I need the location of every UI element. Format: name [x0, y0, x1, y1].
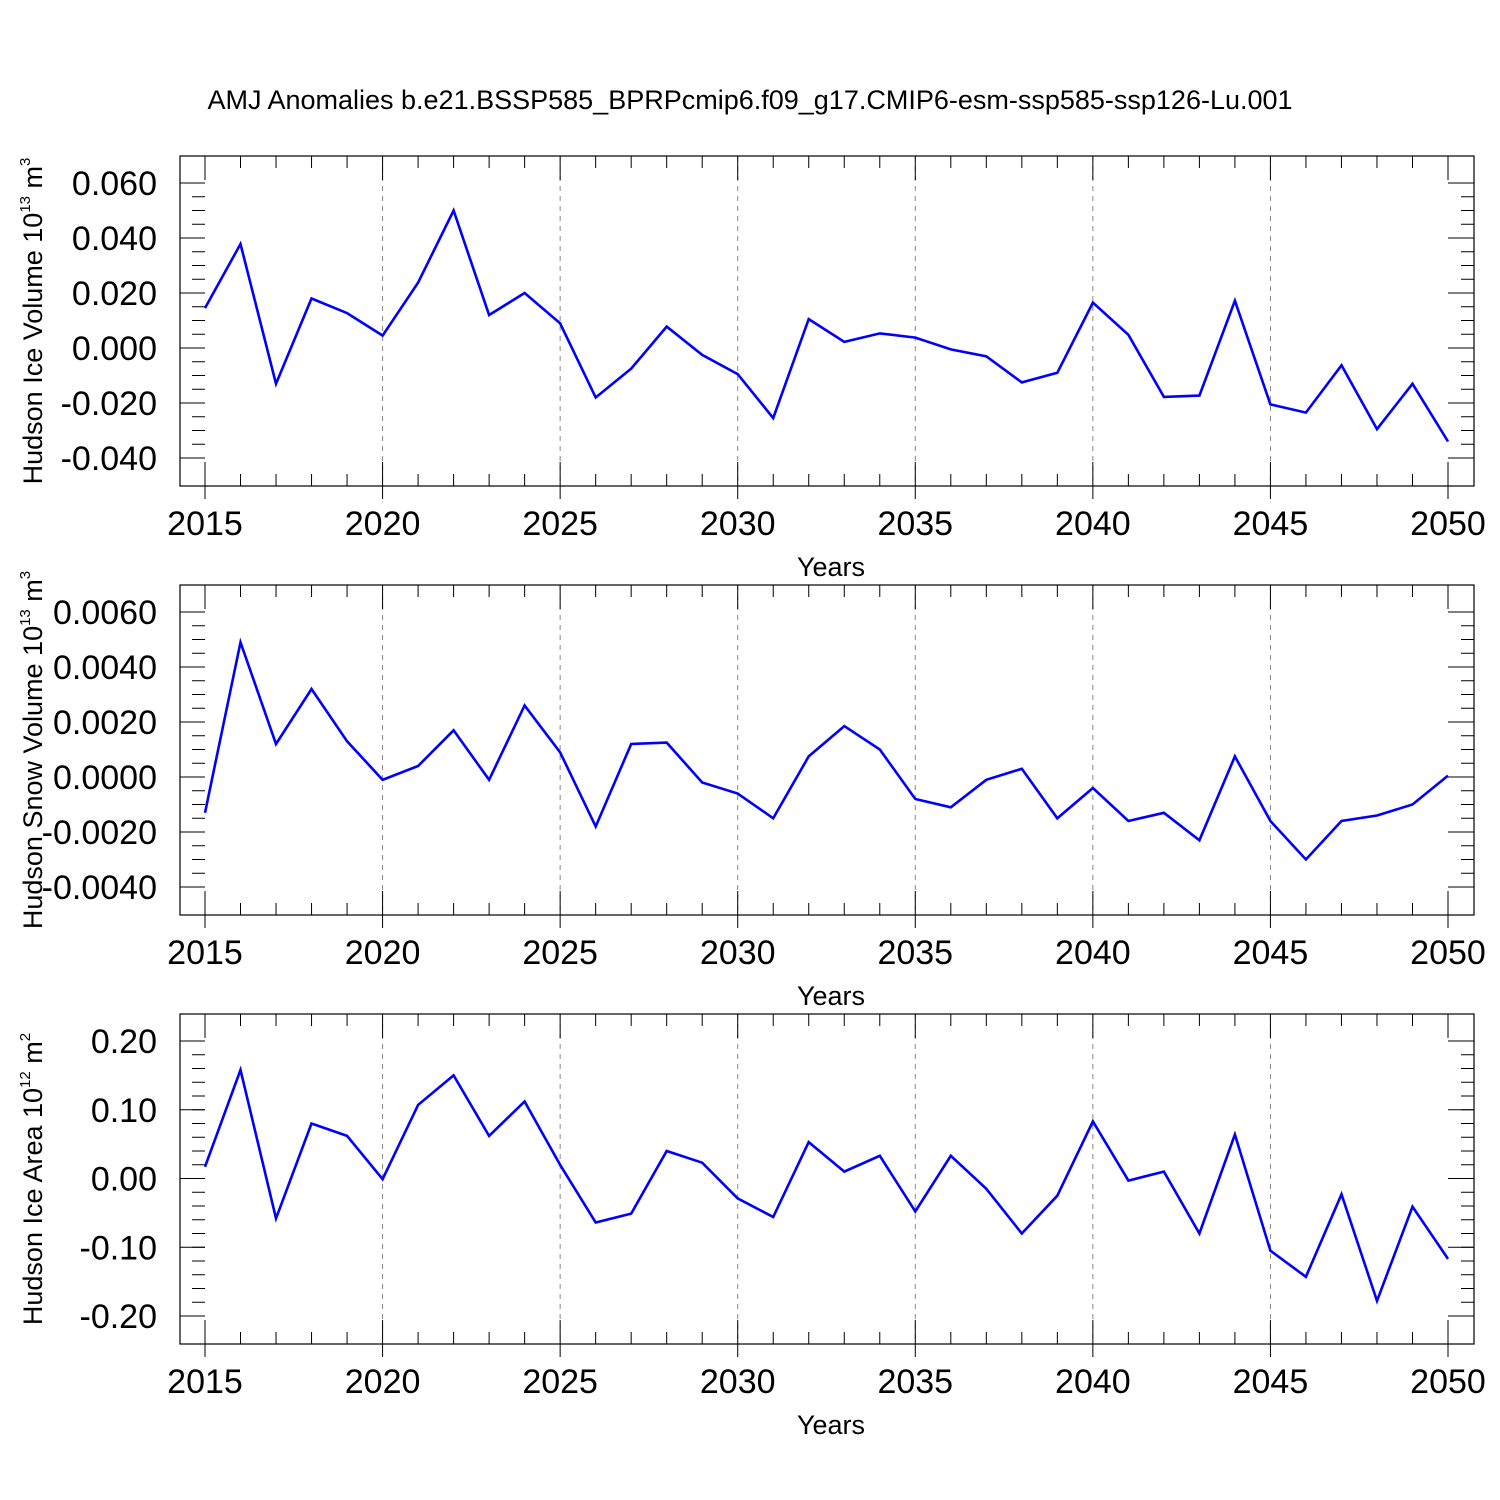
x-tick-label: 2025	[522, 934, 598, 972]
panel-ice-volume: -0.040 -0.020 0.000 0.020 0.040 0.060 2015 2020…	[17, 155, 1486, 582]
y-tick-label: -0.10	[80, 1229, 158, 1267]
panel-snow-volume: -0.0040 -0.0020 0.0000 0.0020 0.0040 0.0060 20…	[17, 571, 1486, 1011]
y-axis-label-superscript: 12	[17, 1071, 34, 1088]
y-tick-label: 0.20	[91, 1023, 157, 1061]
series-line	[203, 207, 1450, 443]
y-tick-label: 0.0020	[53, 704, 157, 742]
y-tick-label: 0.0040	[53, 649, 157, 687]
x-tick-label: 2035	[877, 1363, 953, 1401]
y-tick-label: -0.20	[80, 1298, 158, 1336]
x-tick-label: 2050	[1410, 1363, 1486, 1401]
x-axis-label: Years	[797, 1410, 865, 1440]
plot-frame	[179, 155, 1475, 487]
y-tick-label: 0.060	[72, 165, 157, 203]
plot-frame	[179, 584, 1475, 916]
y-axis-label-superscript: 2	[17, 1033, 34, 1041]
x-tick-label: 2045	[1233, 1363, 1309, 1401]
y-tick-label: 0.040	[72, 220, 157, 258]
y-tick-label: -0.0040	[42, 869, 157, 907]
x-tick-label: 2045	[1233, 505, 1309, 543]
x-tick-label: 2040	[1055, 505, 1131, 543]
x-tick-label: 2045	[1233, 934, 1309, 972]
x-tick-label: 2020	[345, 505, 421, 543]
y-axis-label-text: Hudson Snow Volume 10	[18, 626, 48, 929]
y-tick-label: 0.0000	[53, 759, 157, 797]
series-line	[203, 637, 1449, 862]
x-axis-label: Years	[797, 981, 865, 1011]
y-tick-label: 0.0060	[53, 594, 157, 632]
x-tick-label: 2025	[522, 1363, 598, 1401]
y-axis-label-text: Hudson Ice Area 10	[18, 1088, 48, 1325]
panel-ice-area: -0.20 -0.10 0.00 0.10 0.20 2015 2020 2025 2030 20…	[17, 1013, 1486, 1440]
x-tick-label: 2015	[167, 934, 243, 972]
y-axis-label-text: m	[18, 579, 48, 609]
y-axis-label: Hudson Ice Volume 1013 m3	[17, 158, 48, 485]
y-axis-label-text: Hudson Ice Volume 10	[18, 213, 48, 485]
y-axis-label-text: m	[18, 166, 48, 196]
y-axis-label: Hudson Snow Volume 1013 m3	[17, 571, 48, 929]
x-tick-label: 2020	[345, 1363, 421, 1401]
y-tick-label: 0.000	[72, 330, 157, 368]
x-tick-label: 2030	[700, 1363, 776, 1401]
y-tick-label: -0.040	[61, 440, 157, 478]
x-tick-label: 2040	[1055, 1363, 1131, 1401]
plot-frame	[179, 1013, 1475, 1345]
x-tick-label: 2015	[167, 1363, 243, 1401]
y-axis-label-superscript: 13	[17, 609, 34, 626]
y-tick-label: 0.020	[72, 275, 157, 313]
x-tick-label: 2050	[1410, 505, 1486, 543]
x-axis-label: Years	[797, 552, 865, 582]
x-tick-label: 2025	[522, 505, 598, 543]
x-tick-label: 2035	[877, 934, 953, 972]
x-tick-label: 2030	[700, 934, 776, 972]
series-line	[203, 1065, 1450, 1305]
x-tick-label: 2035	[877, 505, 953, 543]
y-tick-label: -0.0020	[42, 814, 157, 852]
y-tick-label: -0.020	[61, 385, 157, 423]
y-tick-label: 0.00	[91, 1161, 157, 1199]
x-tick-label: 2020	[345, 934, 421, 972]
x-tick-label: 2040	[1055, 934, 1131, 972]
y-axis-label-superscript: 3	[17, 158, 34, 166]
x-tick-label: 2030	[700, 505, 776, 543]
x-tick-label: 2050	[1410, 934, 1486, 972]
y-axis-label-superscript: 13	[17, 196, 34, 213]
y-axis-label: Hudson Ice Area 1012 m2	[17, 1033, 48, 1325]
y-tick-label: 0.10	[91, 1092, 157, 1130]
page-title: AMJ Anomalies b.e21.BSSP585_BPRPcmip6.f0…	[207, 85, 1293, 115]
y-axis-label-text: m	[18, 1041, 48, 1071]
x-tick-label: 2015	[167, 505, 243, 543]
y-axis-label-superscript: 3	[17, 571, 34, 579]
